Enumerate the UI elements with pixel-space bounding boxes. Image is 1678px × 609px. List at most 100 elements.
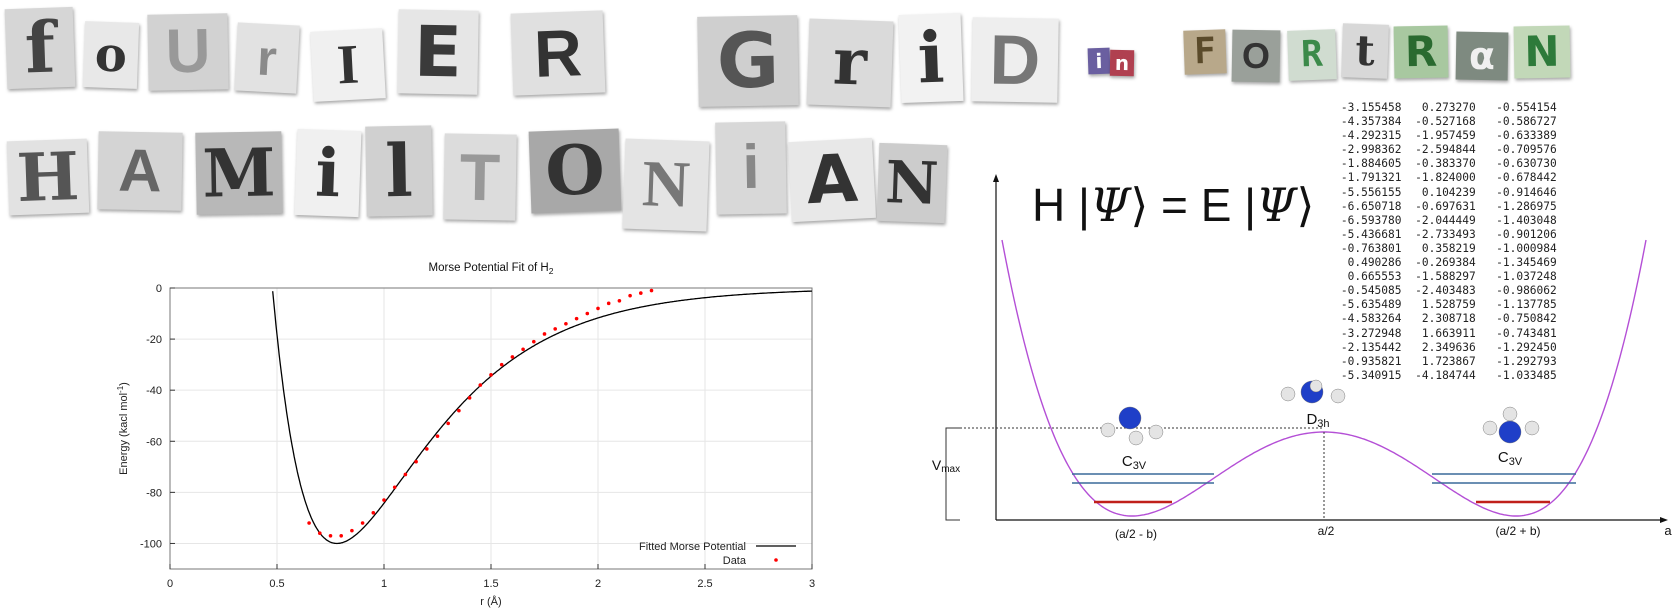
y-tick-label: -80 [146, 487, 162, 499]
hamiltonian-operator: H [1032, 179, 1066, 231]
table-cell: -2.594844 [1415, 143, 1476, 157]
data-point [628, 293, 632, 298]
data-point [553, 327, 557, 331]
table-cell: -3.155458 [1340, 101, 1402, 114]
table-cell: -0.633389 [1496, 129, 1557, 143]
data-point [392, 485, 397, 490]
data-point [521, 347, 525, 352]
psi-left: Ψ [1089, 178, 1131, 232]
x-tick-label: 3 [809, 578, 815, 590]
data-point [435, 434, 440, 438]
y-axis-label-main: Energy (kacl mol [118, 393, 130, 475]
data-point [542, 332, 547, 336]
data-point [478, 383, 483, 387]
table-cell: 0.273270 [1421, 101, 1476, 114]
table-cell: -6.593780 [1340, 213, 1402, 227]
data-point [350, 528, 354, 533]
energy-operator: E [1200, 179, 1232, 231]
table-cell: -1.286975 [1496, 199, 1557, 213]
chart-title-subscript: 2 [549, 266, 554, 276]
table-cell: -0.678442 [1496, 171, 1557, 185]
x-axis-label: r (Å) [480, 595, 501, 608]
data-point [382, 498, 386, 502]
table-cell: -1.403048 [1496, 213, 1557, 227]
table-cell: -0.554154 [1496, 101, 1557, 114]
y-tick-label: 0 [156, 283, 162, 295]
table-row: -4.292315 -1.957459 -0.633389 [1334, 129, 1557, 143]
data-point [596, 306, 600, 311]
y-tick-label: -40 [146, 385, 162, 397]
psi-right: Ψ [1256, 178, 1297, 232]
data-point [639, 291, 643, 295]
y-tick-label: -100 [140, 538, 162, 550]
data-point [467, 396, 472, 400]
table-cell: -6.650718 [1340, 199, 1402, 213]
data-point [510, 355, 515, 359]
table-row: -1.884605 -0.383370 -0.630730 [1334, 157, 1557, 171]
data-point [446, 421, 451, 426]
table-cell: -1.824000 [1415, 171, 1476, 185]
x-tick-label: 1.5 [483, 578, 498, 590]
table-cell: -0.527168 [1415, 115, 1476, 129]
x-tick-label: 0.5 [269, 578, 284, 590]
schrodinger-equation: H |Ψ⟩ = E |Ψ⟩ [1032, 178, 1315, 232]
table-row: -6.650718 -0.697631 -1.286975 [1334, 200, 1557, 214]
table-row: -6.593780 -2.044449 -1.403048 [1334, 214, 1557, 228]
y-axis-label-end: ) [118, 382, 130, 386]
table-row: -1.791321 -1.824000 -0.678442 [1334, 171, 1557, 185]
chart-title-main: Morse Potential Fit of H [429, 262, 549, 274]
x-tick-label: 2.5 [697, 578, 712, 590]
table-row: -3.155458 0.273270 -0.554154 [1334, 101, 1557, 115]
table-cell: -4.357384 [1340, 115, 1402, 129]
table-cell: -0.383370 [1415, 157, 1476, 171]
table-cell: -0.901206 [1496, 227, 1557, 241]
data-point [499, 362, 504, 367]
table-cell: -1.791321 [1340, 171, 1402, 185]
data-point [574, 316, 579, 321]
table-row: -4.357384 -0.527168 -0.586727 [1334, 115, 1557, 129]
table-cell: -0.630730 [1496, 157, 1557, 171]
legend-swatch-data [774, 558, 778, 562]
data-point [457, 408, 461, 413]
data-point [328, 533, 333, 538]
table-cell: 0.104239 [1421, 185, 1476, 199]
table-row: -2.998362 -2.594844 -0.709576 [1334, 143, 1557, 157]
y-axis-label: Energy (kacl mol-1) [116, 382, 130, 475]
data-point [371, 511, 376, 515]
legend-label-fit: Fitted Morse Potential [639, 541, 746, 553]
data-point [360, 521, 365, 525]
table-cell: -5.436681 [1340, 227, 1402, 241]
table-cell: -0.709576 [1496, 143, 1557, 157]
data-point [617, 298, 622, 303]
x-tick-label: 1 [381, 578, 387, 590]
data-point [489, 373, 493, 377]
data-point [425, 447, 429, 451]
table-cell: -0.586727 [1496, 115, 1557, 129]
data-point [564, 321, 568, 326]
table-cell: -2.044449 [1415, 213, 1476, 227]
table-cell: -0.914646 [1496, 185, 1557, 199]
legend-label-data: Data [723, 555, 747, 567]
data-point [649, 288, 654, 293]
table-row: -5.556155 0.104239 -0.914646 [1334, 186, 1557, 200]
x-tick-label: 0 [167, 578, 173, 590]
data-point [403, 472, 408, 477]
data-point [339, 533, 344, 538]
data-point [606, 301, 611, 306]
y-axis-label-sup: -1 [116, 385, 125, 393]
table-cell: -1.884605 [1340, 157, 1402, 171]
table-cell: -2.998362 [1340, 143, 1402, 157]
table-cell: -4.292315 [1340, 129, 1402, 143]
data-point [532, 339, 536, 344]
table-cell: -0.697631 [1415, 199, 1476, 213]
data-point [307, 521, 311, 525]
data-point [318, 531, 322, 536]
equals-sign: = [1161, 179, 1188, 231]
y-tick-label: -20 [146, 334, 162, 346]
table-cell: -2.733493 [1415, 227, 1476, 241]
chart-title: Morse Potential Fit of H2 [429, 262, 554, 276]
morse-fit-line [272, 290, 812, 545]
y-tick-label: -60 [146, 436, 162, 448]
x-tick-label: 2 [595, 578, 601, 590]
